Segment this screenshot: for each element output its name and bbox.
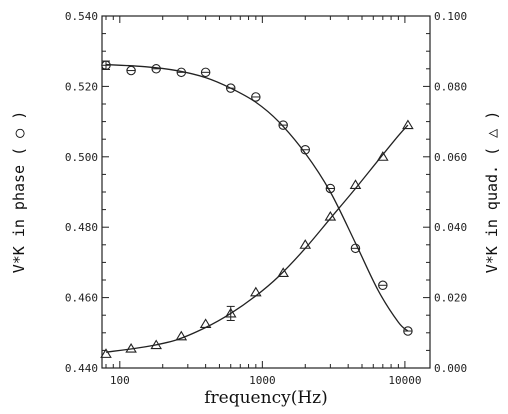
left-tick-label: 0.440 — [65, 362, 98, 375]
quadrature-point — [277, 267, 289, 277]
right-tick-label: 0.100 — [434, 10, 467, 23]
left-tick-label: 0.460 — [65, 292, 98, 305]
quadrature-point — [224, 307, 237, 318]
left-tick-label: 0.500 — [65, 151, 98, 164]
plot-frame — [101, 15, 431, 369]
in-phase-series — [101, 60, 413, 336]
quadrature-point — [125, 342, 137, 353]
quadrature-point — [150, 339, 163, 350]
in-phase-fit-curve — [105, 63, 409, 332]
left-y-axis: 0.440 0.460 0.480 0.500 0.520 0.540 — [65, 10, 109, 375]
x-tick-label: 10000 — [388, 374, 421, 387]
quadrature-point — [377, 151, 389, 161]
quadrature-point — [100, 348, 112, 358]
left-y-axis-title: V*K in phase ( ○ ) — [10, 111, 28, 274]
quadrature-point — [250, 286, 262, 297]
left-tick-label: 0.480 — [65, 221, 98, 234]
right-tick-label: 0.020 — [434, 292, 467, 305]
x-axis: 100 1000 10000 — [105, 16, 421, 387]
x-axis-title: frequency(Hz) — [204, 388, 328, 408]
right-tick-label: 0.040 — [434, 221, 467, 234]
right-y-axis-title: V*K in quad. ( △ ) — [483, 111, 501, 274]
x-tick-label: 1000 — [249, 374, 276, 387]
quadrature-series — [100, 119, 414, 358]
quadrature-point — [324, 210, 337, 221]
x-tick-label: 100 — [110, 374, 130, 387]
series-layer — [100, 60, 414, 358]
right-tick-label: 0.080 — [434, 80, 467, 93]
right-tick-label: 0.060 — [434, 151, 467, 164]
quadrature-point — [175, 330, 188, 341]
quadrature-point — [199, 318, 212, 329]
left-tick-label: 0.520 — [65, 80, 98, 93]
quadrature-point — [349, 179, 362, 189]
left-tick-label: 0.540 — [65, 10, 98, 23]
quadrature-fit-curve — [105, 124, 409, 353]
right-tick-label: 0.000 — [434, 362, 467, 375]
right-y-axis: 0.000 0.020 0.040 0.060 0.080 0.100 — [423, 10, 467, 375]
quadrature-point — [402, 119, 414, 130]
quadrature-point — [299, 239, 312, 249]
